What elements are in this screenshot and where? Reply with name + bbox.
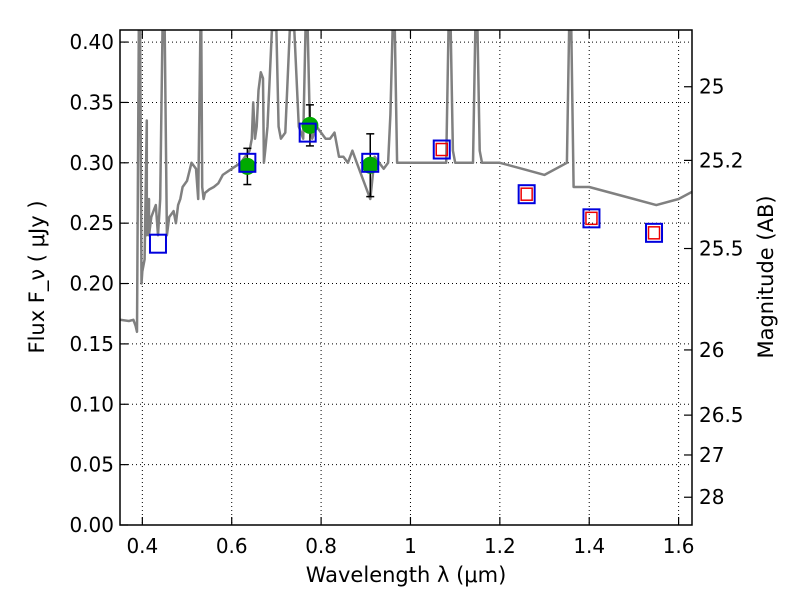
x-tick-label: 1 <box>404 534 417 558</box>
y-tick-label: 0.00 <box>69 513 114 537</box>
x-tick-label: 1.4 <box>573 534 605 558</box>
observed-point <box>301 116 319 134</box>
right-tick-label: 26 <box>699 338 724 362</box>
right-tick-label: 26.5 <box>699 403 744 427</box>
right-tick-label: 25.5 <box>699 237 744 261</box>
right-tick-label: 25.2 <box>699 148 744 172</box>
model-square <box>298 122 317 143</box>
model-square <box>517 184 536 205</box>
model-square <box>432 139 451 160</box>
y-axis-label: Flux F_ν ( μJy ) <box>25 200 50 353</box>
predicted-square <box>647 226 661 240</box>
x-tick-label: 0.8 <box>305 534 337 558</box>
predicted-square <box>585 211 598 226</box>
y-tick-label: 0.10 <box>69 392 114 416</box>
y-tick-label: 0.05 <box>69 453 114 477</box>
right-tick-label: 25 <box>699 75 724 99</box>
axis-ticks: 0.4 0.6 0.8 1 1.2 1.4 1.6 0.00 0.05 0.10 0.15 0.20 0… <box>69 30 744 558</box>
model-square <box>148 233 167 254</box>
x-tick-label: 1.2 <box>484 534 516 558</box>
model-square <box>361 152 380 173</box>
y-tick-label: 0.40 <box>69 30 114 54</box>
x-tick-label: 1.6 <box>663 534 695 558</box>
x-tick-label: 0.6 <box>216 534 248 558</box>
y-axis-label-text: Flux F_ν ( μJy ) <box>25 200 50 353</box>
plot-area <box>120 30 692 334</box>
y-tick-label: 0.15 <box>69 332 114 356</box>
grid <box>120 30 692 526</box>
x-axis-label: Wavelength λ (μm) <box>306 563 507 587</box>
y-tick-label: 0.25 <box>69 211 114 235</box>
right-axis-label: Magnitude (AB) <box>754 195 778 358</box>
y-tick-label: 0.35 <box>69 90 114 114</box>
spectrum-line <box>120 30 692 334</box>
model-square <box>645 222 664 243</box>
plot-frame <box>119 29 693 526</box>
y-tick-label: 0.20 <box>69 272 114 296</box>
right-tick-label: 27 <box>699 443 724 467</box>
x-tick-label: 0.4 <box>126 534 158 558</box>
model-square <box>238 152 257 173</box>
predicted-square <box>520 187 533 201</box>
predicted-square <box>435 142 448 157</box>
y-tick-label: 0.30 <box>69 151 114 175</box>
right-tick-label: 28 <box>699 485 724 509</box>
model-square <box>582 208 601 229</box>
